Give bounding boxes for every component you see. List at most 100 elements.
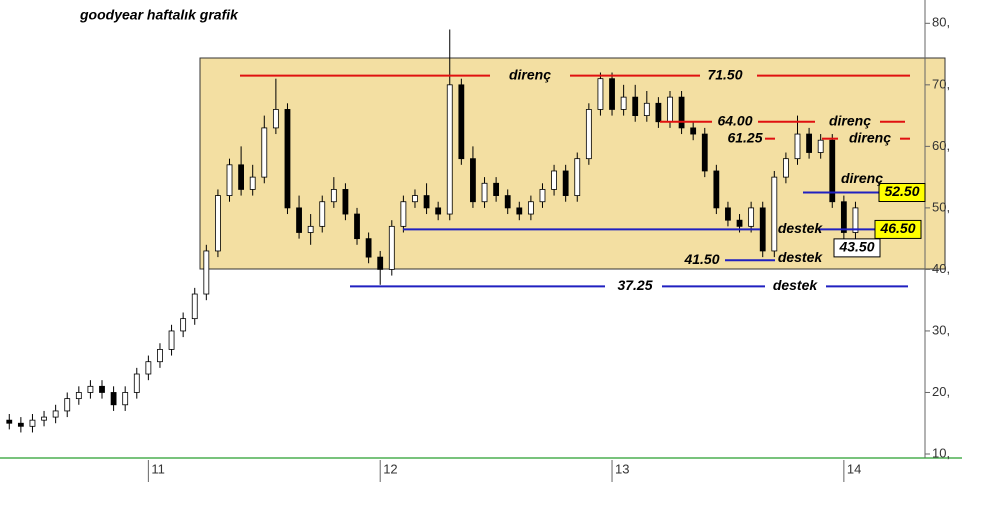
candle-body [122,392,129,406]
candle-body [840,201,847,233]
candle-body [667,96,673,123]
candle-body [400,201,407,227]
level-tag: direnç [841,170,883,186]
candle-body [191,293,198,320]
candle-body [771,176,778,252]
y-tick-label: 20, [932,384,950,399]
candle-body [470,158,476,203]
candle-body [41,416,47,421]
chart-title: goodyear haftalık grafik [79,7,239,23]
candle-body [99,385,105,393]
candle-body [157,349,163,363]
level-tag: destek [778,249,824,265]
y-tick-label: 80, [932,15,950,30]
candle-body [354,213,360,240]
candle-body [133,373,140,393]
candle-body [527,201,534,215]
y-tick-label: 60, [932,138,950,153]
y-tick-label: 10, [932,445,950,460]
candle-body [296,207,302,233]
candle-body [52,410,59,418]
candle-body [75,392,82,400]
candle-body [388,225,395,270]
candle-body [736,219,743,227]
candle-body [817,139,824,153]
candle-body [87,385,94,393]
candle-body [725,207,731,221]
candle-body [168,330,175,350]
y-tick-label: 70, [932,76,950,91]
y-tick-label: 40, [932,261,950,276]
candle-body [562,170,569,196]
level-label: 71.50 [707,66,742,82]
candle-body [806,133,812,153]
level-tag: direnç [509,66,551,82]
candle-body [690,127,697,135]
candle-body [238,164,245,190]
candle-body [504,195,511,209]
x-tick-label: 13 [615,461,629,476]
candle-body [620,96,627,110]
candle-body [701,133,708,172]
candle-body [319,201,326,227]
level-box [878,183,926,203]
candle-body [17,422,24,427]
candle-body [377,256,384,270]
candle-body [829,139,836,203]
candle-body [655,102,662,123]
candle-body [446,84,453,215]
candle-body [64,398,71,412]
candle-body [226,164,233,196]
y-tick-label: 50, [932,199,950,214]
level-label: 52.50 [884,183,919,199]
range-band [199,57,946,270]
candle-body [423,195,430,209]
candle-body [713,170,720,209]
level-box [833,238,881,258]
candle-body [585,109,592,160]
level-box [874,219,922,239]
level-label: 41.50 [683,251,719,267]
level-label: 43.50 [838,239,874,255]
candle-body [330,189,337,203]
candle-body [6,419,13,424]
y-tick-label: 30, [932,322,950,337]
level-tag: direnç [829,112,871,128]
candle-body [110,392,117,406]
x-tick-label: 11 [151,461,165,476]
x-tick-label: 12 [383,461,397,476]
candle-body [249,176,256,190]
candle-body [435,207,442,215]
candle-body [783,158,789,178]
level-tag: destek [773,277,819,293]
level-label: 61.25 [727,129,762,145]
candle-body [516,207,523,215]
candle-body [597,78,604,110]
candle-body [458,84,465,160]
candle-body [272,109,279,129]
candle-body [493,182,500,196]
candle-body [203,250,210,295]
candle-body [539,189,546,203]
level-label: 64.00 [717,112,752,128]
candle-body [261,127,268,178]
candle-body [748,207,755,227]
candle-body [794,133,801,160]
candle-body [481,182,488,203]
candle-body [365,238,372,258]
candle-body [215,195,221,252]
candle-body [852,207,859,233]
level-label: 46.50 [879,220,915,236]
candle-body [180,318,187,332]
candle-body [678,96,685,129]
level-tag: direnç [849,129,891,145]
level-tag: destek [778,220,824,236]
candle-body [284,109,291,209]
candle-body [643,102,650,116]
candle-body [759,207,766,252]
candle-body [609,78,615,110]
candle-body [29,419,36,427]
candle-body [574,158,581,196]
candle-body [551,170,557,190]
